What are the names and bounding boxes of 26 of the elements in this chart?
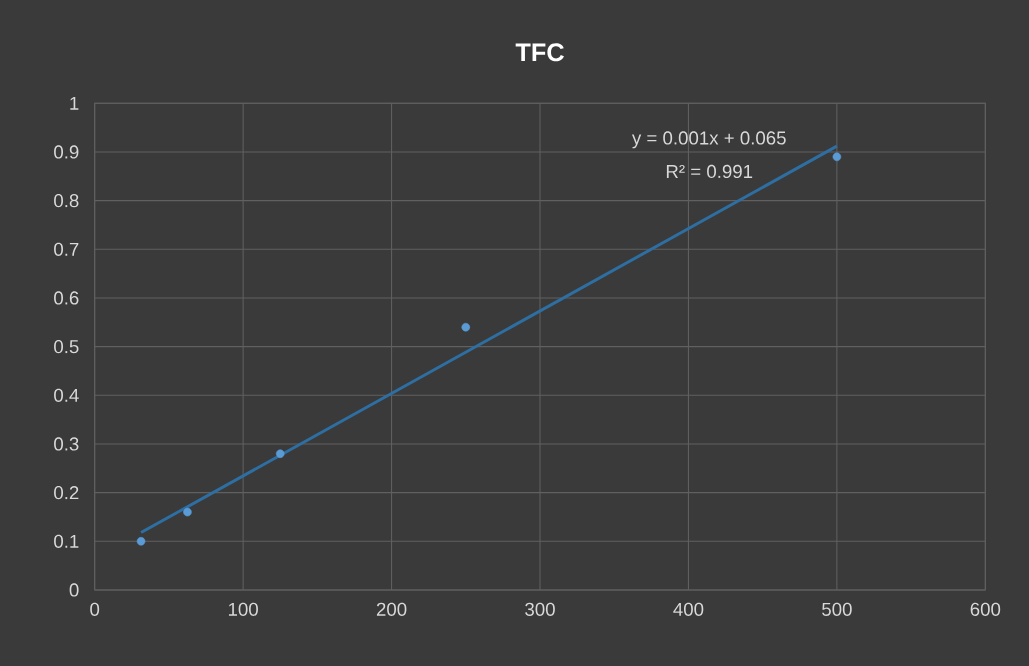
point [183,507,192,517]
point [275,449,285,458]
y-tick-label: 0.6 [54,291,79,305]
y-tick-label: 0.8 [54,194,79,208]
point [461,322,471,332]
y-tick-label: 0.3 [54,437,79,451]
y-tick-label: 0.4 [54,388,79,402]
y-tick-label: 1 [70,96,79,110]
point [832,152,842,162]
annotation: y = 0.001x + 0.065 [631,131,786,149]
y-tick-label: 0.9 [54,145,79,159]
y-tick-label: 0 [69,583,79,597]
y-tick-label: 0.5 [54,340,79,354]
x-tick-label: 0 [90,602,100,616]
y-tick-label: 0.2 [54,486,79,500]
y-tick-label: 0.1 [54,534,79,548]
x-tick-label: 600 [970,602,1001,616]
x-tick-label: 100 [228,602,258,616]
chart-title: TFC [515,43,564,62]
annotation: R² = 0.991 [666,164,753,179]
point [136,537,146,546]
x-tick-label: 300 [525,602,555,616]
x-tick-label: 200 [376,602,407,616]
x-tick-label: 400 [673,602,704,616]
x-tick-label: 500 [822,602,852,616]
y-tick-label: 0.7 [54,242,79,256]
